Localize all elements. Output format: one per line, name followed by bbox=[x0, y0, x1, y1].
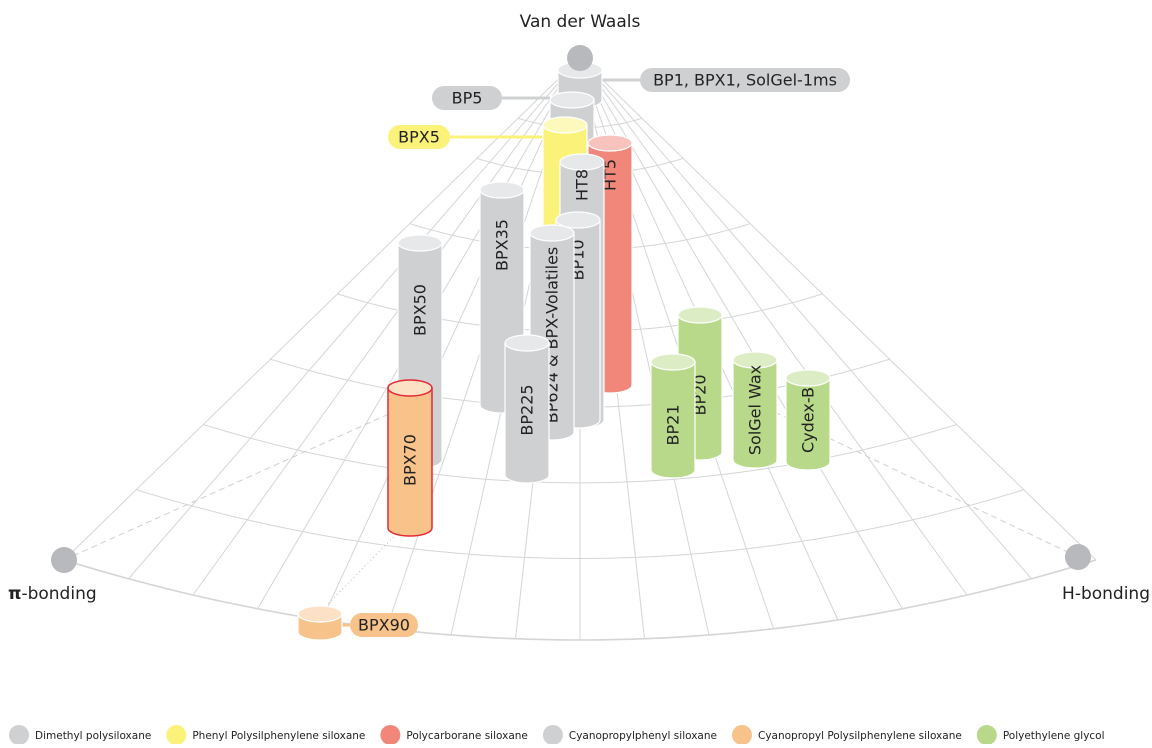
column-label: Cydex-B bbox=[799, 387, 818, 453]
column: BPX70 bbox=[387, 379, 433, 537]
label-pill bbox=[640, 68, 850, 92]
column: BP1, BPX1, SolGel-1ms bbox=[557, 61, 850, 109]
dotted-guide bbox=[319, 519, 411, 613]
label-pill bbox=[350, 613, 418, 637]
legend-swatch bbox=[731, 725, 752, 745]
arc bbox=[63, 559, 1097, 641]
cylinder-top bbox=[785, 369, 831, 387]
column-label: BP21 bbox=[664, 405, 683, 446]
column: SolGel Wax bbox=[732, 351, 778, 469]
column-label: HT5 bbox=[601, 159, 620, 191]
cylinder-top bbox=[297, 605, 343, 623]
column-label: BPX50 bbox=[411, 284, 430, 336]
column-label: BPX35 bbox=[493, 219, 512, 271]
cylinder-top bbox=[587, 134, 633, 152]
legend-swatch bbox=[166, 725, 187, 745]
ray bbox=[579, 57, 968, 596]
cylinder-top bbox=[542, 116, 588, 134]
ray bbox=[321, 57, 581, 621]
cylinder-top bbox=[559, 153, 605, 171]
axis-right: H-bonding bbox=[1062, 584, 1150, 604]
cylinder-top bbox=[397, 234, 443, 252]
cylinder-top bbox=[555, 211, 601, 229]
cylinder-top bbox=[677, 306, 723, 324]
legend-label: Cyanopropylphenyl siloxane bbox=[569, 730, 717, 742]
dashed-guide bbox=[63, 399, 421, 561]
label-pill bbox=[388, 125, 450, 149]
legend-label: Phenyl Polysilphenylene siloxane bbox=[192, 730, 365, 742]
vertex-top bbox=[567, 45, 593, 71]
cylinder-top bbox=[650, 353, 696, 371]
legend: Dimethyl polysiloxane Phenyl Polysilpheny… bbox=[9, 725, 1105, 745]
column: BP21 bbox=[650, 353, 696, 479]
cylinder-top bbox=[529, 224, 575, 242]
column: BP225 bbox=[504, 334, 550, 484]
ray bbox=[63, 57, 581, 561]
ray bbox=[579, 57, 1032, 580]
axis-left-symbol: π bbox=[8, 584, 21, 604]
vertex-left bbox=[51, 547, 77, 573]
ray bbox=[192, 57, 581, 596]
label-pill bbox=[432, 86, 502, 110]
cylinder-body bbox=[650, 361, 696, 479]
legend-label: Cyanopropyl Polysilphenylene siloxane bbox=[758, 730, 962, 742]
column-label: BPX5 bbox=[398, 128, 440, 147]
vertex-right bbox=[1065, 544, 1091, 570]
column-label: BPX70 bbox=[401, 434, 420, 486]
cylinder-top bbox=[732, 351, 778, 369]
axis-left-text: -bonding bbox=[21, 584, 96, 604]
arc bbox=[203, 424, 957, 484]
ray bbox=[579, 57, 903, 610]
cylinder-body bbox=[387, 387, 433, 537]
legend-swatch bbox=[380, 725, 401, 745]
column-label: BPX90 bbox=[358, 616, 410, 635]
legend-swatch bbox=[9, 725, 29, 745]
axis-left: π-bonding bbox=[8, 584, 97, 604]
ray bbox=[579, 57, 1097, 561]
column: BPX90 bbox=[297, 605, 418, 641]
cylinder-top bbox=[479, 181, 525, 199]
legend-label: Dimethyl polysiloxane bbox=[35, 730, 151, 742]
cylinder-top bbox=[549, 91, 595, 109]
column-label: BP5 bbox=[452, 89, 483, 108]
arc bbox=[136, 489, 1024, 560]
cylinder-body bbox=[785, 377, 831, 471]
legend-swatch bbox=[976, 725, 997, 745]
axis-top: Van der Waals bbox=[520, 12, 641, 32]
cylinder-top bbox=[387, 379, 433, 397]
cylinder-body bbox=[504, 342, 550, 484]
column-label: SolGel Wax bbox=[746, 365, 765, 455]
legend-label: Polycarborane siloxane bbox=[406, 730, 528, 742]
cylinder-body bbox=[732, 359, 778, 469]
ray bbox=[128, 57, 581, 580]
legend-swatch bbox=[542, 725, 563, 745]
column-label: BP225 bbox=[518, 384, 537, 435]
column-label: HT8 bbox=[573, 169, 592, 201]
cylinder-top bbox=[504, 334, 550, 352]
legend-label: Polyethylene glycol bbox=[1003, 730, 1105, 742]
column: Cydex-B bbox=[785, 369, 831, 471]
columns: BP1, BPX1, SolGel-1ms BP5 BPX5 HT5 HT8 BPX35 B… bbox=[297, 61, 850, 641]
column-label: BP1, BPX1, SolGel-1ms bbox=[653, 71, 837, 90]
